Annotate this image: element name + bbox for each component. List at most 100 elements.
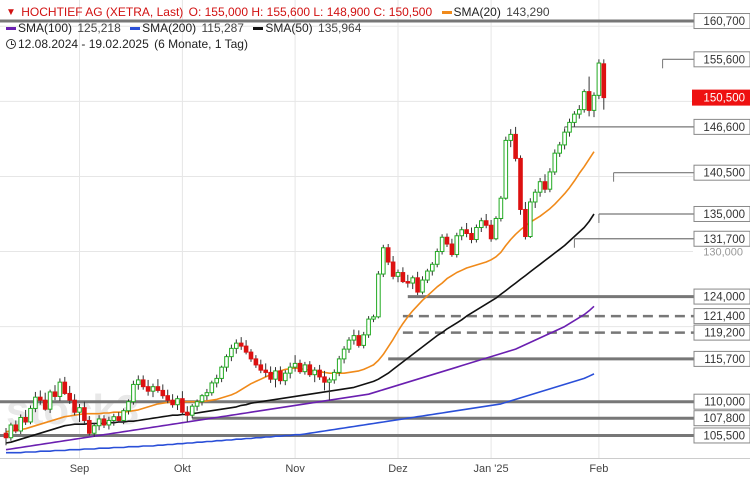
candle-body	[567, 121, 572, 133]
level-label: 121,400	[703, 311, 745, 323]
candle-body	[356, 335, 362, 346]
candle-body	[180, 398, 185, 413]
candle-body	[238, 342, 244, 347]
candle-body	[351, 335, 357, 341]
candle-body	[483, 220, 489, 226]
candle-body	[38, 396, 43, 401]
candle-body	[395, 272, 401, 277]
candle-body	[439, 236, 445, 253]
candle-body	[33, 396, 38, 409]
candle-body	[415, 277, 420, 293]
level-label: 135,000	[703, 209, 745, 221]
candle-body	[96, 418, 102, 427]
level-label: 119,200	[704, 328, 745, 340]
ohlc-values: O: 155,000 H: 155,600 L: 148,900 C: 150,…	[188, 5, 433, 19]
candle-body	[87, 419, 92, 434]
sma20-label: SMA(20)	[453, 5, 501, 19]
candle-body	[185, 411, 190, 416]
level-label: 105,500	[703, 430, 745, 442]
candle-body	[361, 334, 366, 346]
candle-body	[145, 386, 151, 392]
candle-body	[596, 62, 602, 96]
candle-body	[469, 233, 474, 241]
candle-body	[410, 277, 415, 284]
candle-body	[302, 364, 308, 373]
candle-body	[13, 424, 19, 432]
candle-body	[322, 376, 327, 383]
level-label-box	[693, 427, 750, 444]
candle-body	[136, 379, 141, 385]
candle-body	[518, 157, 523, 210]
candle-body	[268, 371, 273, 380]
date-range: 12.08.2024 - 19.02.2025	[18, 37, 149, 51]
candle-body	[23, 416, 28, 423]
level-label: 146,600	[703, 122, 745, 134]
candle-body	[263, 369, 268, 373]
price-axis: 130,000 160,700 155,600 146,600 140,500 135,0…	[692, 13, 750, 444]
level-label-box	[693, 350, 750, 367]
candle-body	[18, 416, 23, 432]
sma50-value: 135,964	[318, 21, 362, 35]
header-line-3: 12.08.2024 - 19.02.2025 (6 Monate, 1 Tag…	[6, 37, 250, 51]
y-axis-label: 130,000	[703, 247, 743, 259]
sma20-value: 143,290	[506, 5, 550, 19]
candle-body	[219, 366, 224, 379]
candle-body	[121, 410, 126, 421]
candle-body	[214, 377, 219, 384]
candle-body	[449, 243, 455, 256]
candle-body	[312, 369, 317, 376]
candle-body	[591, 94, 597, 111]
candle-body	[586, 91, 592, 111]
candle-body	[150, 386, 156, 392]
candle-body	[581, 91, 587, 111]
x-tick-label: Nov	[285, 463, 305, 475]
candle-body	[537, 181, 543, 193]
level-label-box	[693, 230, 750, 247]
candle-body	[341, 348, 347, 360]
candle-body	[273, 370, 278, 380]
candle-body	[562, 131, 567, 146]
level-label-box	[693, 288, 750, 305]
candle-body	[126, 401, 131, 412]
down-triangle-icon: ▼	[6, 7, 16, 18]
candle-body	[91, 425, 97, 434]
candle-body	[454, 235, 460, 256]
candle-body	[283, 372, 288, 382]
candle-body	[430, 263, 435, 272]
sma100-swatch	[6, 27, 16, 31]
candle-body	[287, 366, 293, 374]
instrument-name: HOCHTIEF AG (XETRA, Last)	[21, 5, 184, 19]
candle-body	[385, 247, 391, 263]
candlesticks	[3, 59, 607, 446]
candle-body	[459, 229, 464, 237]
candle-body	[434, 251, 440, 265]
candle-body	[400, 272, 406, 283]
candle-body	[204, 392, 210, 397]
sma50-label: SMA(50)	[265, 21, 313, 35]
period: (6 Monate, 1 Tag)	[154, 37, 248, 51]
sma200-value: 115,287	[201, 21, 244, 35]
candle-body	[297, 362, 303, 373]
candle-body	[523, 208, 528, 238]
level-label-box	[693, 410, 750, 427]
last-price-box	[692, 89, 750, 106]
candle-body	[101, 418, 107, 426]
candle-body	[194, 401, 200, 407]
level-label: 110,000	[704, 397, 745, 409]
candle-body	[292, 362, 298, 368]
x-tick-label: Feb	[589, 463, 608, 475]
candle-body	[307, 364, 313, 376]
candle-body	[474, 226, 479, 241]
level-label: 160,700	[703, 16, 745, 28]
last-price-label: 150,500	[703, 93, 745, 105]
candle-body	[199, 395, 205, 403]
time-axis: Sep Okt Nov Dez Jan '25 Feb	[0, 458, 750, 475]
header-line-1: ▼ HOCHTIEF AG (XETRA, Last) O: 155,000 H…	[6, 5, 552, 20]
level-label-box	[693, 164, 750, 181]
candle-body	[106, 419, 112, 426]
candle-body	[131, 383, 136, 403]
candle-body	[542, 181, 548, 190]
candle-body	[72, 399, 77, 413]
candle-body	[488, 224, 494, 240]
